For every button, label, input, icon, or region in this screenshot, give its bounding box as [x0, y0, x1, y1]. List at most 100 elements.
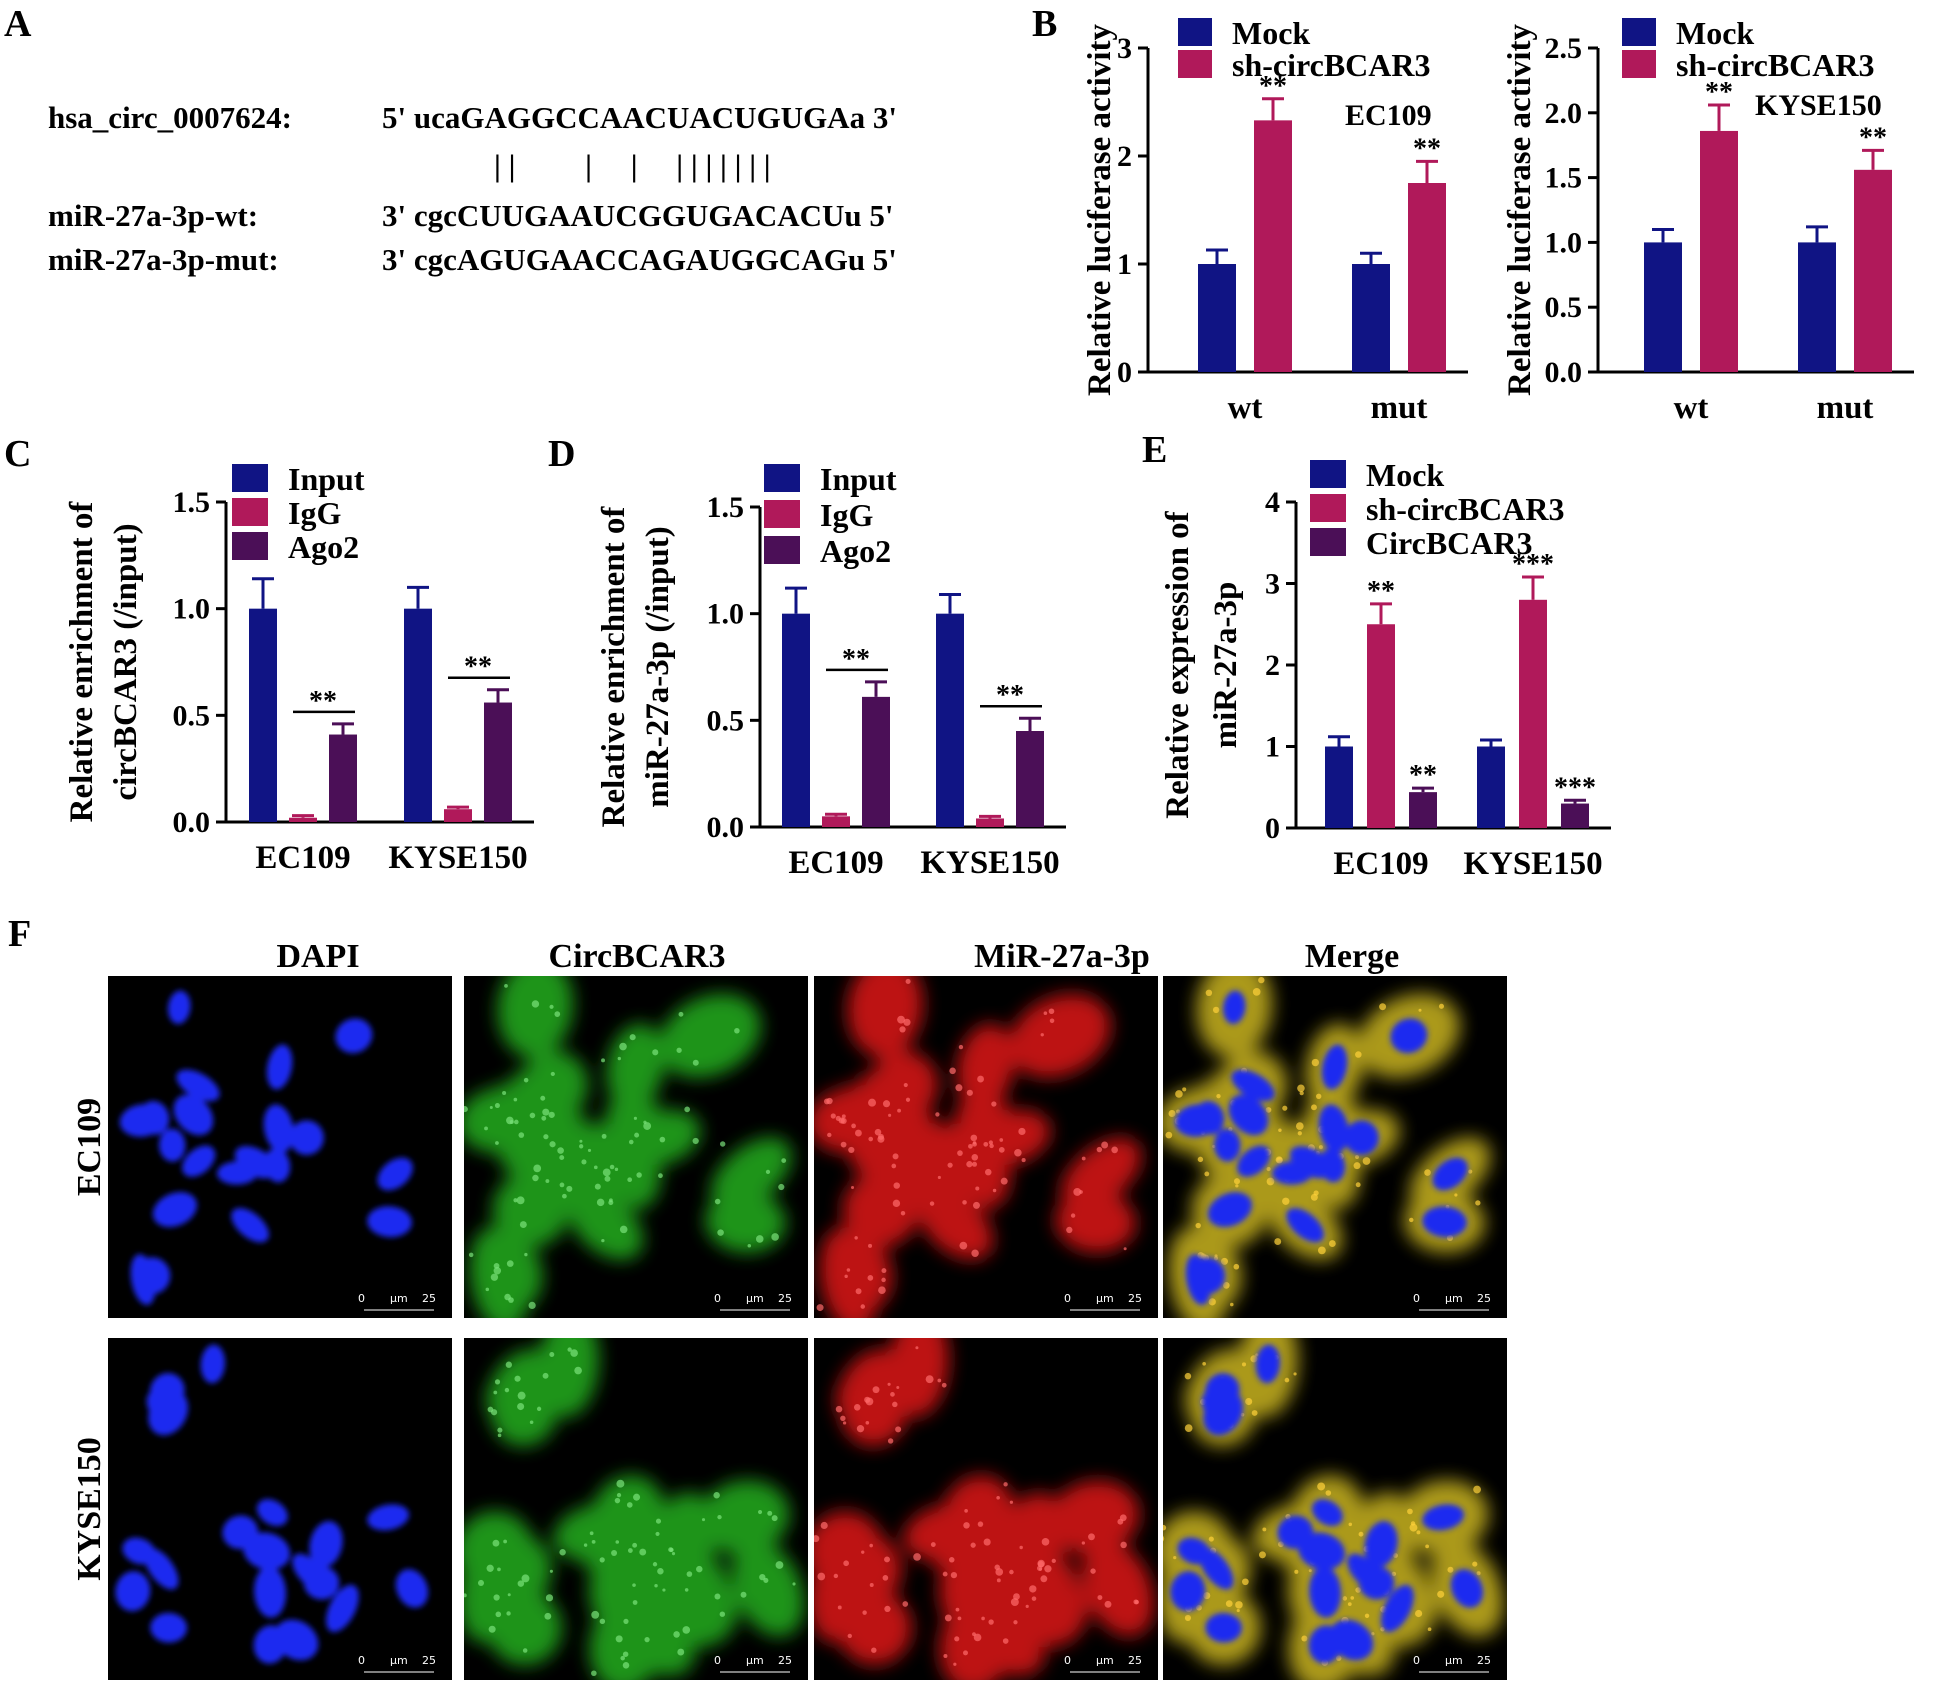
speckle — [903, 1082, 908, 1088]
speckle — [1447, 1566, 1454, 1573]
speckle — [991, 1101, 997, 1107]
speckle — [639, 1548, 647, 1556]
speckle — [1104, 1600, 1112, 1608]
speckle — [622, 1662, 630, 1669]
speckle — [644, 1636, 650, 1643]
micrograph-column-title: DAPI — [276, 938, 359, 975]
speckle — [1212, 1006, 1220, 1014]
speckle — [842, 1421, 847, 1425]
nucleus — [173, 1094, 214, 1136]
speckle — [1090, 1568, 1096, 1574]
cytoplasm — [974, 1109, 1051, 1166]
speckle — [579, 1139, 583, 1143]
legend-swatch — [764, 536, 800, 564]
speckle — [937, 1378, 942, 1383]
cytoplasm — [900, 1134, 987, 1212]
speckle — [509, 1119, 514, 1125]
speckle — [502, 1090, 507, 1096]
nucleus — [182, 1145, 216, 1177]
speckle — [820, 1521, 828, 1530]
speckle — [611, 1549, 618, 1556]
speckle — [970, 1542, 976, 1548]
cytoplasm — [842, 1171, 920, 1248]
speckle — [757, 1509, 763, 1515]
speckle — [503, 1539, 508, 1544]
speckle — [591, 1610, 600, 1619]
speckle — [1424, 1169, 1431, 1176]
legend-label: sh-circBCAR3 — [1232, 47, 1431, 83]
scale-bar-zero: 0 — [1064, 1654, 1071, 1667]
bar — [936, 613, 964, 827]
speckle — [591, 1670, 597, 1677]
speckle — [1311, 1058, 1320, 1067]
speckle — [1163, 1535, 1165, 1542]
speckle — [989, 1143, 994, 1149]
speckle — [1031, 1596, 1037, 1601]
panel-label-f: F — [8, 913, 31, 955]
speckle — [559, 1155, 565, 1161]
speckle — [1197, 1156, 1204, 1163]
speckle — [615, 1635, 623, 1643]
legend-label: sh-circBCAR3 — [1366, 491, 1565, 527]
speckle — [601, 1058, 605, 1063]
speckle — [962, 1200, 967, 1205]
micrograph-content — [464, 976, 792, 1318]
scale-bar-value: 25 — [1477, 1292, 1491, 1305]
scale-bar-unit: μm — [746, 1292, 764, 1305]
speckle — [1409, 1217, 1414, 1223]
speckle — [717, 1229, 724, 1236]
nucleus — [1223, 990, 1246, 1025]
speckle — [596, 1198, 605, 1207]
speckle — [865, 1420, 870, 1425]
speckle — [955, 1084, 963, 1092]
speckle — [1029, 1585, 1037, 1593]
speckle — [1236, 1608, 1240, 1613]
speckle — [1297, 1084, 1305, 1093]
micrograph-mir-27a-3p-ec109: 0 μm 25 — [814, 976, 1158, 1318]
speckle — [1173, 1556, 1177, 1560]
speckle — [543, 1134, 549, 1140]
speckle — [964, 1509, 968, 1513]
nucleus — [150, 1612, 188, 1643]
speckle — [1348, 1522, 1353, 1527]
y-tick-label: 1.5 — [173, 486, 211, 519]
legend-label: Ago2 — [820, 533, 891, 569]
legend-swatch — [1310, 460, 1346, 488]
panel-label-d: D — [548, 433, 575, 475]
speckle — [1245, 1397, 1253, 1406]
y-axis-label: miR-27a-3p (/input) — [640, 526, 676, 807]
speckle — [489, 1106, 493, 1110]
speckle — [1391, 1571, 1397, 1577]
speckle — [1310, 1193, 1318, 1201]
speckle — [493, 1390, 498, 1395]
y-tick-label: 4 — [1265, 486, 1280, 519]
speckle — [1081, 1541, 1086, 1545]
nucleus — [231, 1207, 270, 1243]
speckle — [1009, 1569, 1014, 1575]
speckle — [1427, 1627, 1432, 1632]
nucleus — [1231, 1069, 1275, 1102]
speckle — [944, 1614, 952, 1622]
speckle — [528, 1301, 536, 1310]
nucleus — [1318, 1104, 1349, 1153]
scale-bar-unit: μm — [1445, 1654, 1463, 1667]
speckle — [868, 1243, 873, 1248]
speckle — [1021, 1158, 1026, 1163]
speckle — [1003, 1482, 1008, 1487]
cytoplasm — [705, 1190, 786, 1253]
legend-label: Ago2 — [288, 529, 359, 565]
legend-swatch — [764, 500, 800, 528]
speckle — [854, 1129, 862, 1137]
speckle — [1294, 1569, 1299, 1574]
speckle — [550, 1071, 555, 1077]
speckle — [1347, 1602, 1352, 1606]
bar — [1352, 264, 1390, 372]
nucleus — [1199, 1547, 1234, 1590]
nucleus — [303, 1566, 340, 1600]
speckle — [517, 1580, 525, 1587]
bar — [1477, 746, 1505, 828]
speckle — [1317, 1246, 1326, 1255]
speckle — [492, 1539, 500, 1547]
speckle — [862, 1610, 867, 1615]
